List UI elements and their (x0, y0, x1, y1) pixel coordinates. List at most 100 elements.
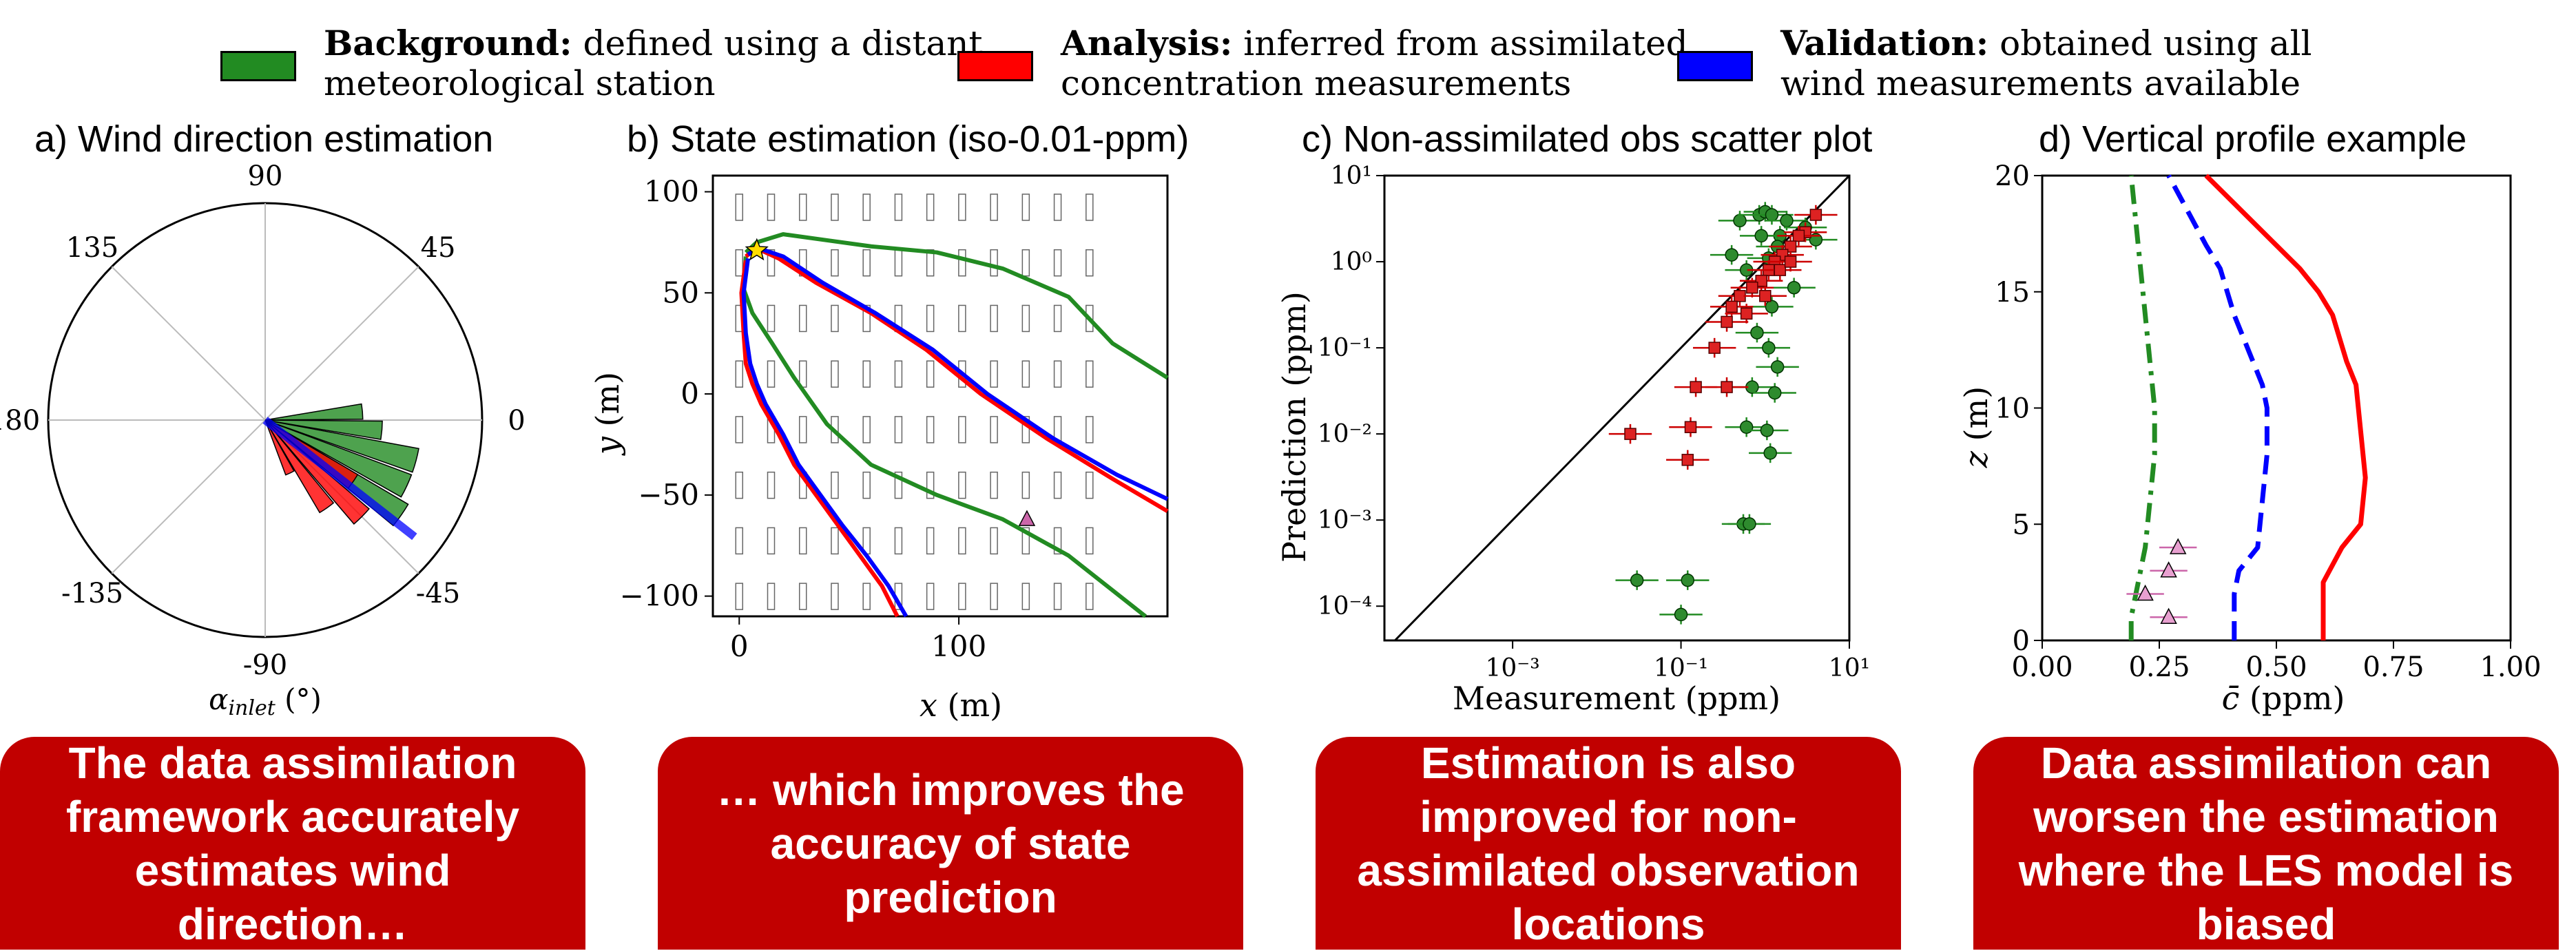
y-tick-label-c: 10⁻⁴ (1318, 592, 1372, 620)
y-tick-label-d: 15 (1995, 277, 2030, 309)
building-block (798, 416, 807, 443)
building-block (798, 304, 807, 333)
legend-item-analysis: Analysis: inferred from assimilated conc… (957, 23, 1688, 106)
panel-d-ylabel-var: z (1957, 450, 1995, 468)
scatter-point-analysis (1809, 209, 1822, 221)
legend-swatch-background (220, 51, 296, 81)
panel-d-chart: 0.00 0.25 0.50 0.75 1.00 0 5 10 15 20 (1995, 160, 2541, 683)
polar-tick-label: 0 (508, 405, 525, 437)
building-block (926, 416, 935, 443)
scatter-point-analysis (1721, 315, 1733, 328)
identity-line (1394, 174, 1851, 642)
building-block (831, 360, 839, 388)
polar-tick-label: -90 (243, 649, 287, 681)
polar-bar-analysis (264, 419, 335, 514)
panel-c-title: c) Non-assimilated obs scatter plot (1302, 118, 1872, 160)
legend-swatch-analysis (957, 51, 1033, 81)
building-block (862, 471, 871, 499)
building-block (1021, 471, 1030, 499)
building-block (767, 360, 776, 388)
legend-text-background: Background: defined using a distant mete… (324, 23, 983, 104)
scatter-point-background (1674, 607, 1688, 622)
plot-frame-d (2041, 174, 2512, 642)
building-block (1053, 471, 1062, 499)
scatter-point-background (1765, 208, 1779, 222)
building-block (798, 583, 807, 610)
legend-line2-analysis: concentration measurements (1061, 63, 1572, 103)
profile-line-analysis (2204, 174, 2368, 640)
building-block (1053, 360, 1062, 388)
y-tick-label-c: 10¹ (1331, 162, 1372, 190)
panel-c-xlabel: Measurement (ppm) (1453, 680, 1780, 717)
x-tick-label-d: 1.00 (2480, 651, 2541, 683)
scatter-point-analysis (1624, 428, 1637, 440)
x-tick-label-d: 0.25 (2128, 651, 2190, 683)
scatter-point-background (1681, 573, 1694, 587)
building-block (990, 416, 998, 443)
building-block (926, 360, 935, 388)
y-tick-label-b: 100 (644, 174, 699, 208)
y-tick-label-d: 10 (1995, 393, 2030, 425)
panel-a-xlabel-unit: (°) (276, 682, 322, 716)
x-tick-label-d: 0.50 (2245, 651, 2307, 683)
scatter-point-background (1763, 446, 1777, 460)
building-block (958, 249, 966, 277)
building-block (990, 249, 998, 277)
panel-d-ylabel-unit: (m) (1957, 386, 1995, 451)
building-block (894, 527, 903, 555)
scatter-point-analysis (1690, 381, 1702, 393)
scatter-point-analysis (1746, 281, 1758, 294)
building-block (926, 304, 935, 333)
building-block (767, 583, 776, 610)
building-block (894, 416, 903, 443)
building-block (1021, 360, 1030, 388)
polar-bar-background (264, 403, 364, 421)
panel-b-chart: 0 100 −100 −50 0 50 100 (620, 174, 1169, 663)
scatter-point-analysis (1725, 300, 1738, 313)
scatter-point-analysis (1755, 275, 1767, 287)
profile-line-validation (2166, 174, 2269, 640)
scatter-point-background (1743, 517, 1756, 531)
scatter-point-background (1754, 229, 1768, 243)
building-block (1086, 583, 1094, 610)
panel-a-polar-chart: 90 45 0 -45 -90 -135 180 135 (0, 160, 526, 681)
polar-spoke (111, 266, 266, 421)
scatter-point-background (1725, 248, 1738, 262)
panel-d-title: d) Vertical profile example (2039, 118, 2466, 160)
legend-line2-validation: wind measurements available (1780, 63, 2301, 103)
scatter-point-background (1750, 326, 1764, 339)
legend-text-validation: Validation: obtained using all wind meas… (1780, 23, 2312, 104)
building-block (1053, 304, 1062, 333)
building-block (894, 194, 903, 221)
building-block (1086, 416, 1094, 443)
polar-bar-analysis (264, 419, 370, 525)
scatter-point-background (1733, 213, 1747, 228)
callout-state-prediction: … which improves the accuracy of state p… (658, 737, 1243, 950)
legend: Background: defined using a distant mete… (0, 0, 2576, 117)
building-block (735, 416, 744, 443)
callout-wind-direction: The data assimilation framework accurate… (0, 737, 585, 950)
y-tick-label-c: 10⁻¹ (1318, 334, 1372, 362)
legend-text-analysis: Analysis: inferred from assimilated conc… (1061, 23, 1688, 104)
y-tick-label-d: 0 (2013, 625, 2030, 657)
polar-tick-label: -135 (61, 578, 123, 609)
scatter-point-background (1770, 360, 1785, 374)
panel-b-xlabel-var: x (920, 687, 937, 724)
y-tick-label-b: −50 (638, 478, 699, 512)
building-block (831, 583, 839, 610)
building-block (926, 527, 935, 555)
scatter-point-background (1787, 280, 1801, 295)
y-tick-label-c: 10⁰ (1331, 248, 1372, 276)
legend-line1-analysis: inferred from assimilated (1243, 23, 1688, 63)
callout-les-bias: Data assimilation can worsen the estimat… (1973, 737, 2559, 950)
building-block (990, 527, 998, 555)
legend-line1-validation: obtained using all (1999, 23, 2312, 63)
panel-b-xlabel: x (m) (920, 687, 1002, 724)
building-block (894, 360, 903, 388)
building-block (894, 471, 903, 499)
x-tick-label-c: 10¹ (1829, 654, 1870, 682)
building-block (1021, 304, 1030, 333)
scatter-point-background (1739, 420, 1754, 434)
scatter-point-analysis (1740, 307, 1753, 320)
scatter-point-background (1760, 424, 1774, 437)
